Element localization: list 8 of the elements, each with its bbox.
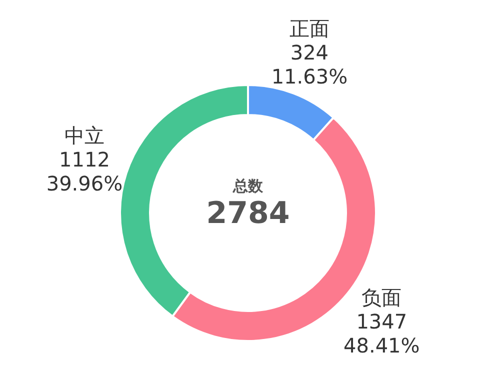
data-label: 1112 39.96% [46, 148, 123, 196]
slice-label: 正面 [289, 16, 330, 40]
slice-label: 负面 [362, 285, 402, 310]
text: 2784 [206, 196, 290, 231]
data-label: 324 11.63% [271, 40, 348, 88]
slice-label: 中立 [64, 124, 104, 148]
data-label: 1347 48.41% [344, 309, 420, 358]
text: 总数 [232, 177, 264, 195]
